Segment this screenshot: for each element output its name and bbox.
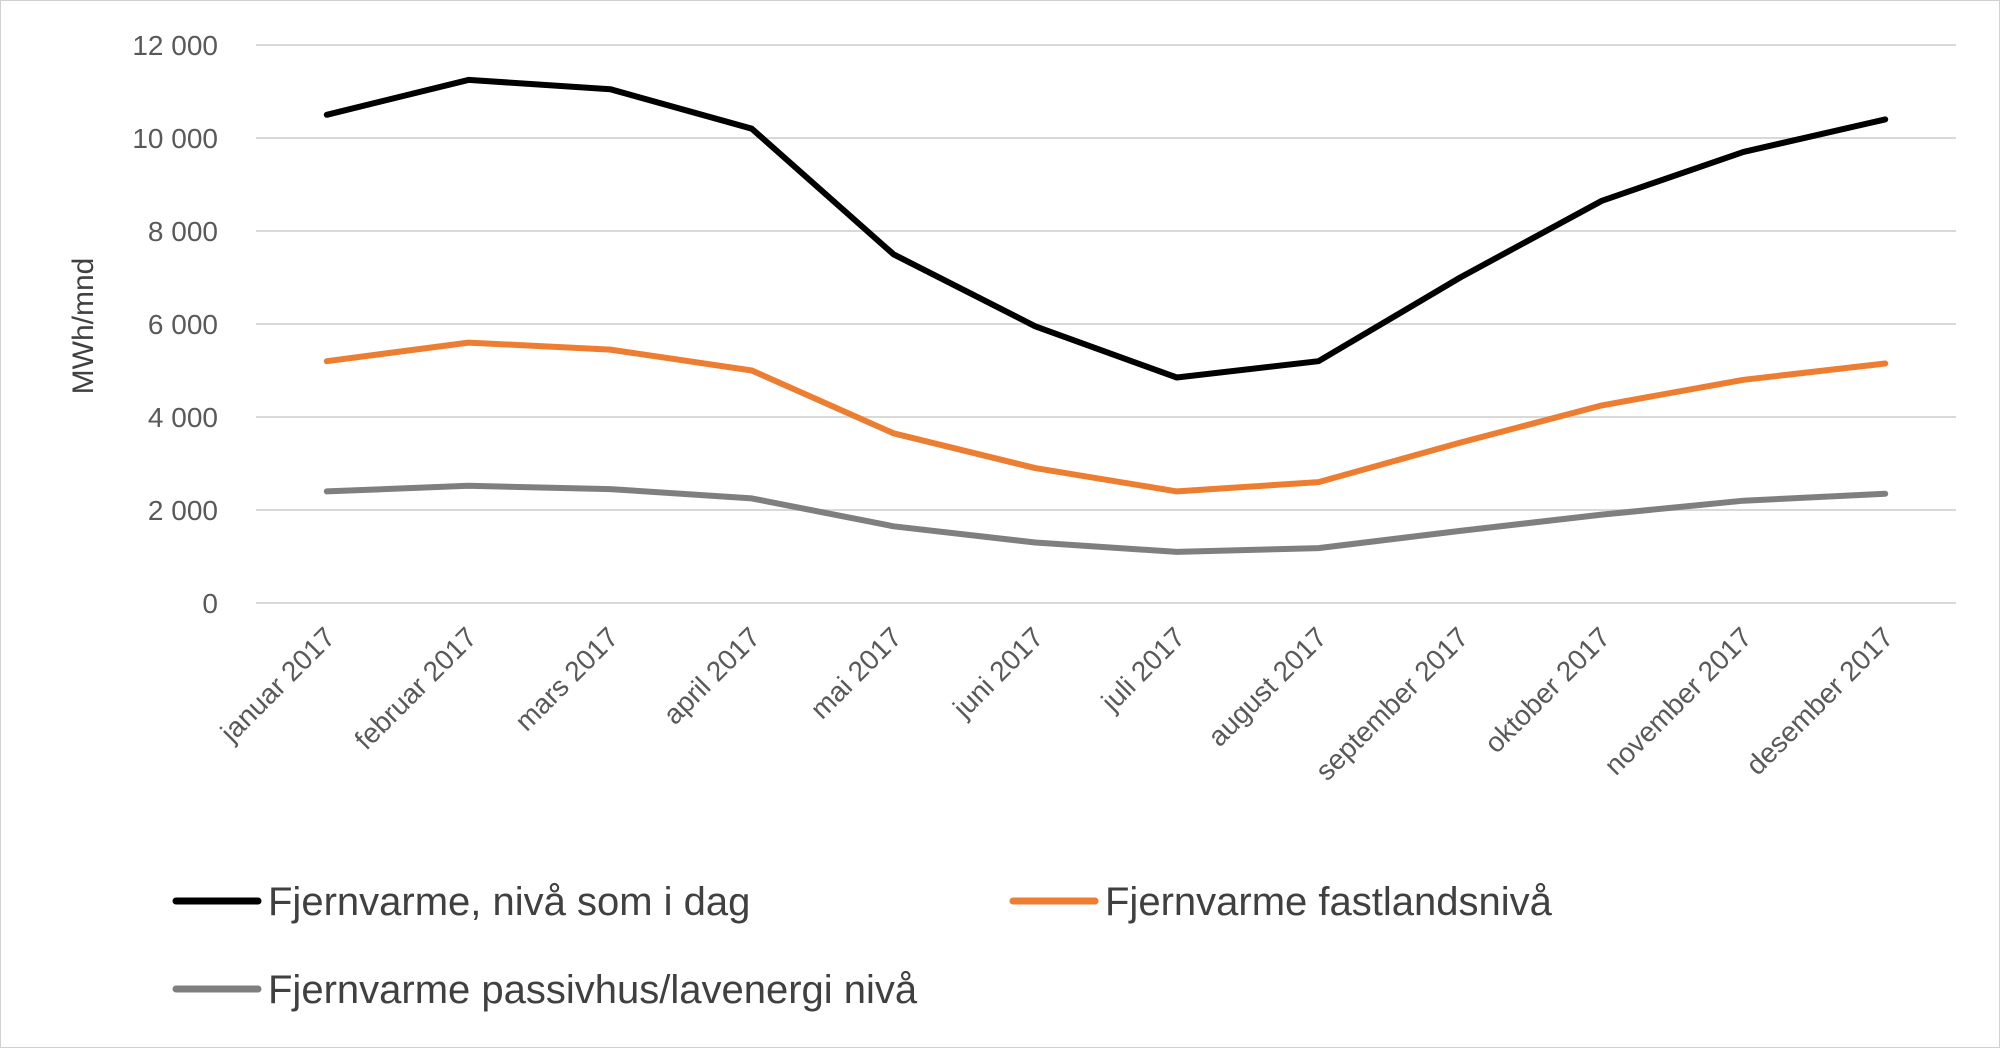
legend-label: Fjernvarme, nivå som i dag	[268, 880, 750, 924]
x-tick-label: mars 2017	[509, 621, 624, 736]
x-tick-label: mai 2017	[804, 621, 907, 724]
y-tick-label: 10 000	[132, 123, 218, 154]
x-axis-tick-labels: januar 2017 februar 2017 mars 2017 april 20…	[214, 621, 1900, 786]
series-line-2	[323, 339, 1889, 495]
x-tick-label: oktober 2017	[1479, 621, 1617, 759]
x-tick-label: juni 2017	[946, 621, 1049, 724]
y-tick-label: 8 000	[148, 216, 218, 247]
y-tick-label: 12 000	[132, 30, 218, 61]
gridlines	[256, 44, 1956, 604]
y-tick-label: 0	[202, 588, 218, 619]
series-line-1	[323, 76, 1889, 381]
legend-item-2: Fjernvarme fastlandsnivå	[1009, 880, 1553, 924]
legend-label: Fjernvarme fastlandsnivå	[1105, 880, 1553, 924]
legend-label: Fjernvarme passivhus/lavenergi nivå	[268, 968, 918, 1012]
x-tick-label: august 2017	[1202, 621, 1333, 752]
y-tick-label: 4 000	[148, 402, 218, 433]
legend-item-1: Fjernvarme, nivå som i dag	[172, 880, 750, 924]
x-tick-label: januar 2017	[214, 621, 341, 748]
legend: Fjernvarme, nivå som i dag Fjernvarme fas…	[172, 880, 1553, 1012]
y-tick-label: 2 000	[148, 495, 218, 526]
x-tick-label: desember 2017	[1740, 621, 1900, 781]
x-tick-label: juli 2017	[1095, 621, 1191, 717]
series-line-3	[323, 482, 1889, 555]
y-axis-tick-labels: 0 2 000 4 000 6 000 8 000 10 000 12 000	[132, 30, 218, 619]
y-axis-title: MWh/mnd	[67, 258, 100, 395]
x-tick-label: november 2017	[1598, 621, 1758, 781]
y-tick-label: 6 000	[148, 309, 218, 340]
series-lines	[323, 76, 1889, 555]
x-tick-label: februar 2017	[349, 621, 483, 755]
legend-item-3: Fjernvarme passivhus/lavenergi nivå	[172, 968, 918, 1012]
x-tick-label: april 2017	[657, 621, 766, 730]
x-tick-label: september 2017	[1309, 621, 1474, 786]
